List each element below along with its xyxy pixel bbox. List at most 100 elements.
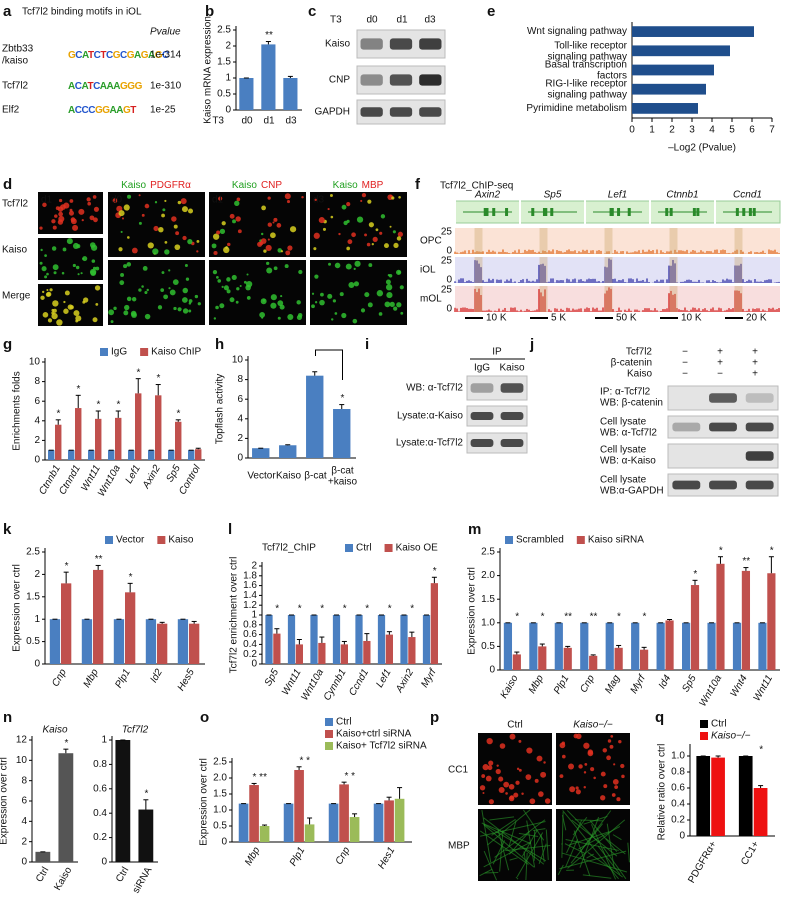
bar xyxy=(294,770,304,842)
cell xyxy=(123,264,128,269)
logo-letter: A xyxy=(116,105,123,116)
cell xyxy=(54,214,58,218)
column-header: Kaiso MBP xyxy=(333,180,384,191)
cell xyxy=(612,779,619,785)
exon xyxy=(742,208,746,216)
cell xyxy=(267,196,271,200)
cell xyxy=(543,761,546,764)
significance: * xyxy=(770,545,774,556)
logo-letter: T xyxy=(130,105,136,116)
fiber xyxy=(492,840,506,865)
fiber xyxy=(538,843,547,865)
x-tick-label: Lef1 xyxy=(374,667,393,689)
significance: * xyxy=(433,566,437,577)
bar xyxy=(349,817,360,842)
legend-swatch xyxy=(700,720,708,728)
cell xyxy=(182,235,187,241)
text-line: Toll-like receptor xyxy=(554,40,627,51)
y-tick-label: 1.2 xyxy=(243,600,257,611)
x-tick-label: 2 xyxy=(669,125,675,136)
text-line: Basal transcription xyxy=(545,59,627,70)
x-tick-label: Axin2 xyxy=(140,463,163,491)
text-line: factors xyxy=(597,70,627,81)
bar xyxy=(632,83,706,95)
legend-swatch xyxy=(505,536,513,544)
legend-label: Ctrl xyxy=(711,719,727,730)
cell xyxy=(126,236,130,239)
cell xyxy=(161,271,165,274)
y-axis-label: Relative ratio over ctrl xyxy=(657,744,668,841)
motif-name: /kaiso xyxy=(2,56,29,67)
x-tick-label: Cynnb1 xyxy=(322,667,349,702)
condition-sign: − xyxy=(717,369,723,380)
fiber xyxy=(574,819,604,822)
cell xyxy=(285,250,291,256)
exon xyxy=(696,208,700,216)
y-tick-label: 0.2 xyxy=(671,815,685,826)
bar xyxy=(318,642,326,664)
cell xyxy=(610,735,614,738)
bar xyxy=(279,445,297,458)
cell xyxy=(197,302,201,306)
fiber xyxy=(515,876,519,880)
condition-sign: + xyxy=(752,358,758,369)
track-label: iOL xyxy=(420,265,436,276)
cell xyxy=(138,194,141,197)
band xyxy=(672,480,701,490)
significance: * * xyxy=(344,771,355,782)
cell xyxy=(63,308,69,314)
cell xyxy=(559,774,564,779)
x-tick-label: d0 xyxy=(241,116,253,127)
bar xyxy=(767,573,776,670)
blot-row-label: Cell lysate xyxy=(600,445,647,456)
legend-swatch xyxy=(140,348,149,356)
motif-name: Zbtb33 xyxy=(2,44,34,55)
cell xyxy=(583,771,587,774)
blot-row-label: Cell lysate xyxy=(600,417,647,428)
cell xyxy=(364,233,367,237)
x-tick-label: Hes1 xyxy=(376,845,397,871)
cell xyxy=(378,312,383,316)
cell xyxy=(211,243,217,249)
x-tick-label: Plp1 xyxy=(288,845,308,868)
significance: ** xyxy=(564,611,572,622)
fiber xyxy=(612,834,622,841)
x-tick-label: Kaiso xyxy=(52,865,74,893)
significance: * xyxy=(693,569,697,580)
cell xyxy=(273,266,278,271)
cell xyxy=(138,288,142,292)
cell xyxy=(52,264,59,271)
cell xyxy=(118,247,123,252)
band xyxy=(419,107,442,117)
cell xyxy=(280,295,283,298)
blot-lane: Kaiso xyxy=(499,363,524,374)
chart-title: Kaiso xyxy=(42,725,67,736)
y-tick-label: 0.8 xyxy=(93,759,107,770)
peak-highlight xyxy=(734,286,743,312)
column-header-part: Kaiso xyxy=(121,180,146,191)
fiber xyxy=(499,829,504,872)
cell xyxy=(287,245,293,251)
blot-treatment: T3 xyxy=(330,15,342,26)
cell xyxy=(260,232,264,236)
y-tick-label: 1.0 xyxy=(481,617,495,628)
x-tick-label: β-cat xyxy=(304,471,327,482)
bar xyxy=(128,450,135,460)
bar xyxy=(632,26,754,37)
fiber xyxy=(487,809,531,846)
bar xyxy=(145,619,157,664)
cell xyxy=(372,236,378,242)
cell xyxy=(144,313,151,320)
cell xyxy=(162,208,166,212)
panel-letter: h xyxy=(215,336,224,353)
cell xyxy=(58,215,65,222)
cell xyxy=(219,303,225,309)
column-header-part: PDGFRα xyxy=(150,180,191,191)
cell xyxy=(487,765,493,771)
cell xyxy=(82,257,85,261)
cell xyxy=(62,247,67,252)
x-tick-label: 1 xyxy=(649,125,655,136)
bar xyxy=(115,740,131,862)
cell xyxy=(621,774,625,779)
bar xyxy=(252,448,270,458)
